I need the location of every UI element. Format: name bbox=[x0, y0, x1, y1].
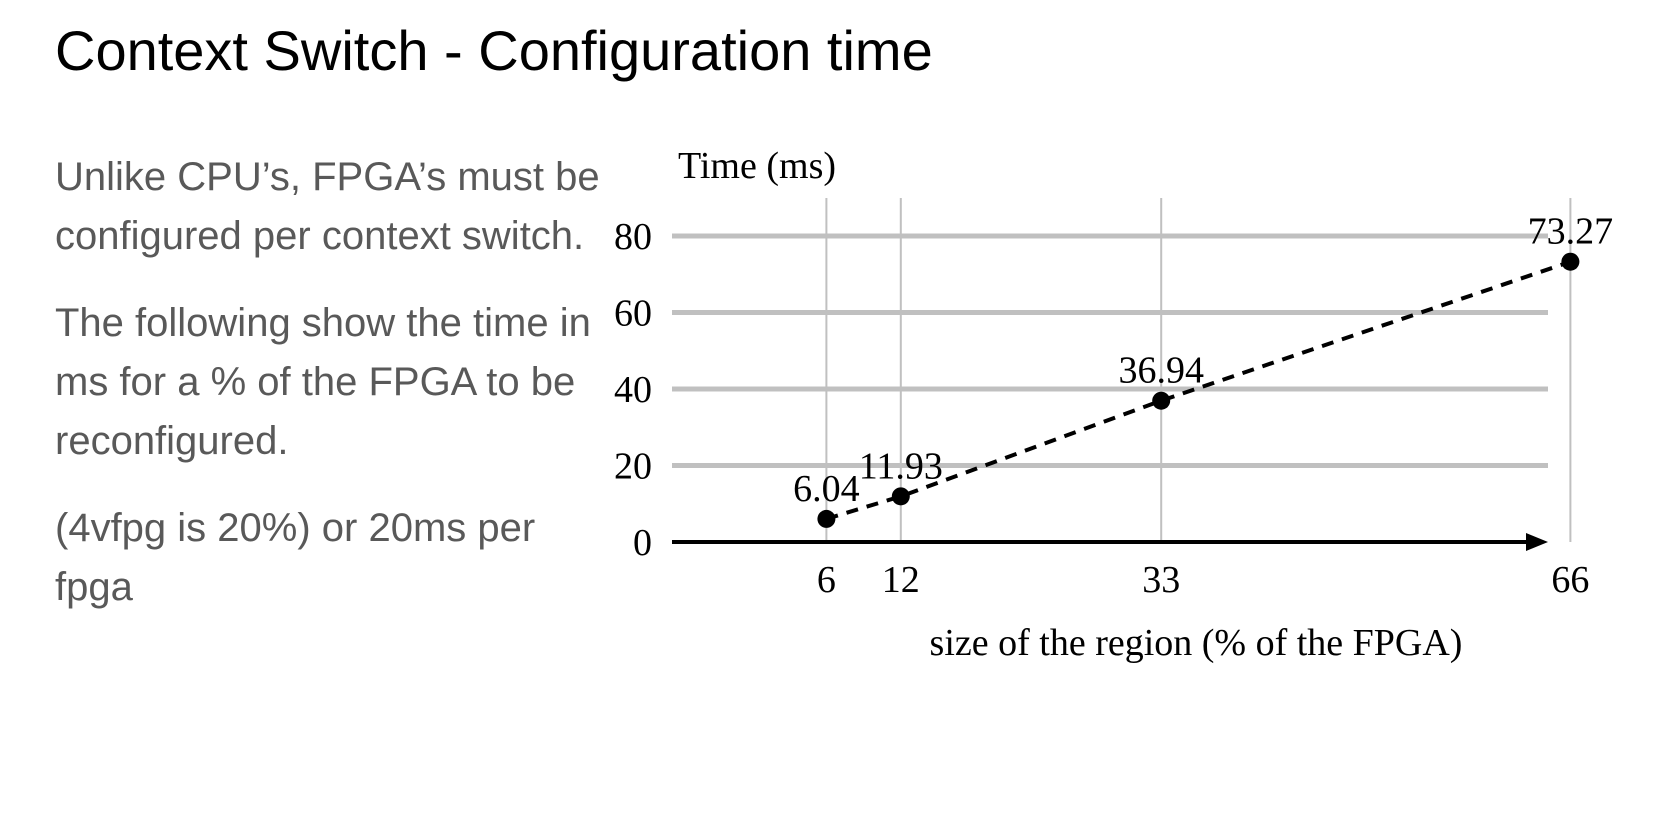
series-line-path bbox=[825, 259, 1572, 521]
paragraph-vfpga-note: (4vfpg is 20%) or 20ms per fpga bbox=[55, 506, 536, 609]
data-label-33: 36.94 bbox=[1118, 350, 1204, 392]
x-tick-label-66: 66 bbox=[1551, 559, 1589, 601]
slide-body: Unlike CPU’s, FPGA’s must be configured … bbox=[55, 148, 600, 645]
data-label-12: 11.93 bbox=[859, 445, 943, 487]
data-point-12 bbox=[891, 487, 910, 506]
y-axis-label: Time (ms) bbox=[678, 145, 836, 187]
x-axis bbox=[672, 533, 1548, 551]
data-point-66 bbox=[1561, 252, 1580, 271]
paragraph-time-description: The following show the time in ms for a … bbox=[55, 301, 591, 463]
y-tick-label-0: 0 bbox=[633, 522, 652, 564]
x-tick-label-12: 12 bbox=[882, 559, 920, 601]
series-line bbox=[817, 252, 1580, 528]
data-point-33 bbox=[1152, 391, 1171, 410]
x-tick-label-6: 6 bbox=[817, 559, 836, 601]
x-gridlines bbox=[825, 198, 1572, 542]
y-tick-label-40: 40 bbox=[614, 369, 652, 411]
data-label-66: 73.27 bbox=[1528, 211, 1614, 253]
paragraph-cpu-vs-fpga: Unlike CPU’s, FPGA’s must be configured … bbox=[55, 155, 600, 258]
slide-title: Context Switch - Configuration time bbox=[55, 19, 933, 82]
y-tick-label-60: 60 bbox=[614, 293, 652, 335]
y-tick-label-20: 20 bbox=[614, 446, 652, 488]
data-point-6 bbox=[817, 509, 836, 528]
tick-labels: 0 20 40 60 80 6 12 33 66 bbox=[614, 216, 1589, 601]
x-tick-label-33: 33 bbox=[1142, 559, 1180, 601]
y-gridlines bbox=[672, 233, 1548, 468]
x-axis-label: size of the region (% of the FPGA) bbox=[930, 622, 1463, 664]
x-axis-arrowhead bbox=[1526, 533, 1548, 551]
data-label-6: 6.04 bbox=[793, 468, 860, 510]
y-tick-label-80: 80 bbox=[614, 216, 652, 258]
